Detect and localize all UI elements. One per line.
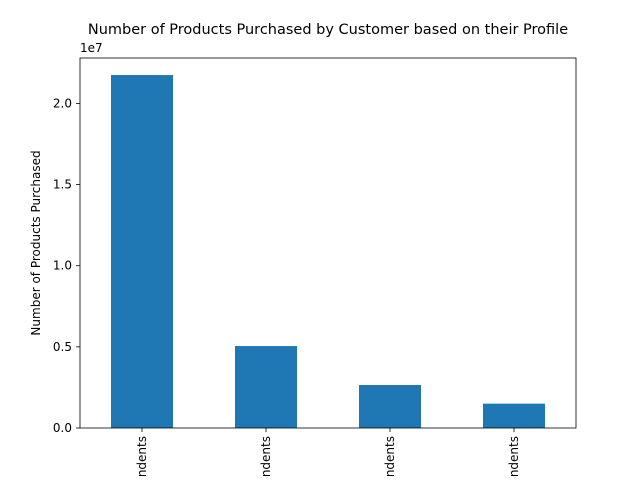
- y-tick-label: 2.0: [53, 96, 72, 110]
- bar: [235, 346, 297, 428]
- y-tick-label: 0.5: [53, 340, 72, 354]
- bar: [111, 75, 173, 428]
- y-scale-label: 1e7: [80, 41, 103, 55]
- x-tick-label: ndents: [507, 436, 521, 477]
- bar: [359, 385, 421, 428]
- y-tick-label: 1.5: [53, 178, 72, 192]
- axes-frame: [79, 57, 577, 429]
- x-tick-label: ndents: [135, 436, 149, 477]
- y-tick-label: 1.0: [53, 259, 72, 273]
- y-tick-label: 0.0: [53, 421, 72, 435]
- bar: [483, 403, 545, 428]
- x-tick-label: ndents: [259, 436, 273, 477]
- chart-title: Number of Products Purchased by Customer…: [88, 22, 568, 38]
- y-axis-label: Number of Products Purchased: [29, 150, 43, 335]
- x-tick-label: ndents: [383, 436, 397, 477]
- plot-area: ndents ndents ndents ndents 0.0 0.5 1.0 1.5 2.0: [53, 57, 577, 477]
